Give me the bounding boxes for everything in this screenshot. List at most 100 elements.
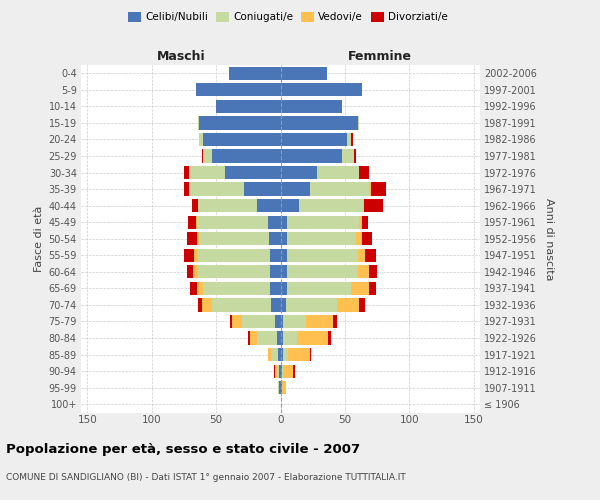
Bar [197, 232, 199, 245]
Bar [281, 332, 283, 344]
Bar [283, 315, 306, 328]
Bar [283, 332, 297, 344]
Bar [278, 348, 281, 361]
Bar [281, 216, 287, 229]
Bar [279, 381, 281, 394]
Bar [362, 216, 368, 229]
Bar [328, 332, 331, 344]
Bar [281, 182, 310, 196]
Bar [281, 116, 358, 130]
Bar [281, 364, 282, 378]
Bar [317, 166, 359, 179]
Bar [293, 364, 295, 378]
Bar [248, 332, 250, 344]
Bar [187, 265, 193, 278]
Bar [270, 265, 281, 278]
Bar [268, 348, 271, 361]
Bar [297, 332, 328, 344]
Bar [370, 282, 376, 295]
Bar [281, 166, 317, 179]
Bar [281, 133, 347, 146]
Bar [198, 265, 270, 278]
Bar [275, 364, 277, 378]
Bar [250, 332, 257, 344]
Bar [184, 248, 194, 262]
Bar [278, 381, 279, 394]
Bar [288, 348, 310, 361]
Bar [198, 248, 270, 262]
Bar [212, 150, 281, 162]
Bar [199, 133, 203, 146]
Bar [365, 248, 376, 262]
Bar [193, 265, 198, 278]
Bar [281, 100, 342, 113]
Bar [281, 348, 283, 361]
Bar [299, 199, 363, 212]
Bar [370, 265, 377, 278]
Bar [184, 182, 189, 196]
Bar [199, 116, 281, 130]
Bar [275, 315, 281, 328]
Bar [198, 199, 257, 212]
Bar [371, 182, 386, 196]
Bar [337, 298, 359, 312]
Bar [281, 298, 286, 312]
Bar [198, 116, 199, 130]
Bar [333, 315, 337, 328]
Bar [277, 364, 279, 378]
Bar [310, 348, 311, 361]
Bar [306, 315, 333, 328]
Bar [203, 282, 270, 295]
Bar [198, 298, 202, 312]
Bar [282, 381, 286, 394]
Bar [271, 348, 278, 361]
Bar [230, 315, 232, 328]
Bar [202, 150, 203, 162]
Bar [282, 364, 283, 378]
Bar [281, 282, 287, 295]
Y-axis label: Anni di nascita: Anni di nascita [544, 198, 554, 280]
Bar [359, 166, 370, 179]
Bar [281, 83, 362, 96]
Bar [212, 298, 271, 312]
Bar [203, 150, 212, 162]
Bar [281, 150, 342, 162]
Text: Femmine: Femmine [348, 50, 412, 62]
Bar [274, 364, 275, 378]
Bar [216, 100, 281, 113]
Bar [281, 66, 327, 80]
Bar [190, 282, 197, 295]
Bar [359, 216, 362, 229]
Bar [286, 298, 337, 312]
Bar [271, 298, 281, 312]
Text: Maschi: Maschi [157, 50, 205, 62]
Bar [281, 315, 283, 328]
Bar [279, 364, 281, 378]
Bar [196, 216, 197, 229]
Bar [199, 232, 269, 245]
Bar [281, 381, 282, 394]
Bar [358, 248, 365, 262]
Bar [364, 199, 383, 212]
Bar [281, 265, 287, 278]
Bar [229, 66, 281, 80]
Bar [232, 315, 242, 328]
Bar [268, 216, 281, 229]
Text: COMUNE DI SANDIGLIANO (BI) - Dati ISTAT 1° gennaio 2007 - Elaborazione TUTTITALI: COMUNE DI SANDIGLIANO (BI) - Dati ISTAT … [6, 472, 406, 482]
Bar [191, 199, 198, 212]
Bar [269, 232, 281, 245]
Bar [281, 199, 299, 212]
Y-axis label: Fasce di età: Fasce di età [34, 206, 44, 272]
Bar [351, 282, 370, 295]
Bar [287, 232, 356, 245]
Bar [287, 248, 358, 262]
Bar [196, 83, 281, 96]
Bar [270, 248, 281, 262]
Bar [283, 348, 288, 361]
Bar [257, 332, 277, 344]
Bar [287, 282, 351, 295]
Bar [189, 166, 225, 179]
Bar [242, 315, 275, 328]
Bar [287, 265, 358, 278]
Bar [354, 150, 356, 162]
